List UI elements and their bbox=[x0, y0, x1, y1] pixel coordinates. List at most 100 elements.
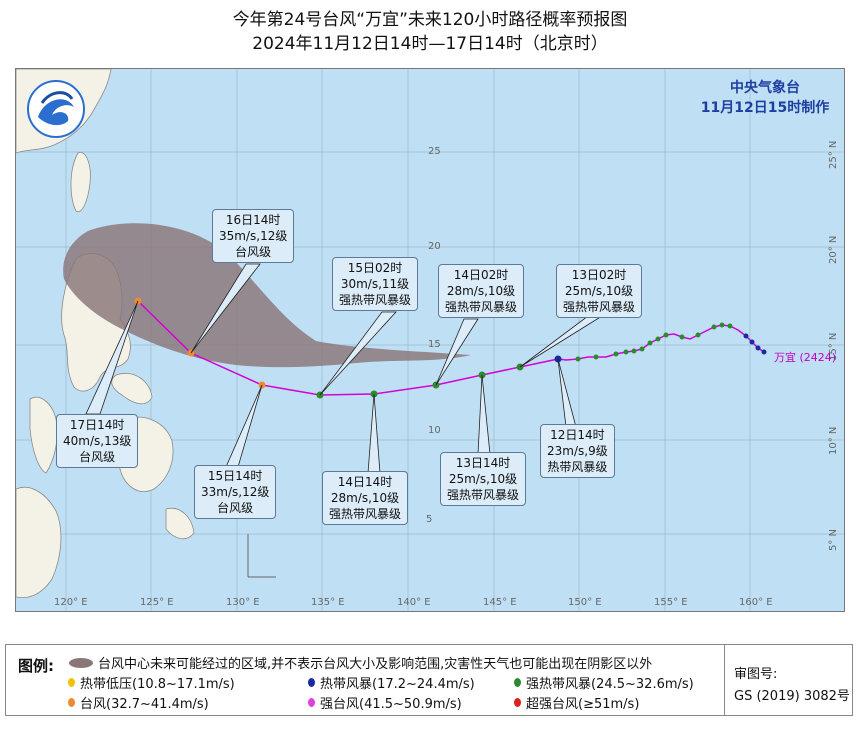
past-track-points bbox=[575, 322, 767, 362]
callout-time: 15日02时 bbox=[347, 261, 403, 275]
callout-17d14h: 17日14时 40m/s,13级 台风级 bbox=[56, 414, 139, 468]
past-point bbox=[749, 339, 755, 345]
legend-label: 强热带风暴(24.5~32.6m/s) bbox=[526, 677, 694, 692]
legend-label: 强台风(41.5~50.9m/s) bbox=[320, 697, 462, 712]
callout-time: 12日14时 bbox=[550, 428, 605, 442]
ty-dot-icon bbox=[68, 698, 75, 707]
legend-label: 热带低压(10.8~17.1m/s) bbox=[80, 677, 235, 692]
callout-12d14h: 12日14时 23m/s,9级 热带风暴级 bbox=[540, 424, 615, 478]
palawan bbox=[29, 396, 58, 474]
storm-name: 万宜 bbox=[774, 351, 796, 364]
past-point bbox=[631, 348, 637, 354]
title-line-2: 2024年11月12日14时—17日14时（北京时） bbox=[252, 34, 608, 54]
callout-wind: 28m/s,10级 bbox=[446, 284, 516, 298]
scale-mark bbox=[247, 534, 276, 578]
title-line-1: 今年第24号台风“万宜”未来120小时路径概率预报图 bbox=[232, 10, 628, 30]
lat-inner-10: 10 bbox=[428, 425, 441, 436]
visayas-island bbox=[111, 373, 153, 405]
callout-14d02h: 14日02时 28m/s,10级 强热带风暴级 bbox=[438, 264, 525, 318]
callout-leaders bbox=[85, 263, 604, 474]
agency-name: 中央气象台 bbox=[730, 80, 800, 96]
agency-stamp: 中央气象台 11月12日15时制作 bbox=[690, 78, 840, 118]
lon-label-140e: 140° E bbox=[397, 597, 431, 608]
legend-label: 超强台风(≥51m/s) bbox=[526, 697, 640, 712]
legend-sty: 强台风(41.5~50.9m/s) bbox=[308, 693, 462, 712]
leader-14d02h bbox=[435, 318, 479, 386]
lat-label-10n: 10° N bbox=[828, 426, 839, 455]
past-point bbox=[655, 336, 661, 342]
callout-time: 13日02时 bbox=[571, 268, 627, 282]
leader-16d14h bbox=[190, 263, 261, 354]
past-point bbox=[663, 332, 669, 338]
lat-label-20n: 20° N bbox=[828, 235, 839, 264]
lon-label-125e: 125° E bbox=[140, 597, 174, 608]
map-title: 今年第24号台风“万宜”未来120小时路径概率预报图 2024年11月12日14… bbox=[0, 8, 860, 56]
callout-time: 17日14时 bbox=[69, 418, 125, 432]
callout-wind: 30m/s,11级 bbox=[340, 277, 410, 291]
past-point bbox=[727, 323, 733, 329]
lon-label-160e: 160° E bbox=[739, 597, 773, 608]
lat-inner-5: 5 bbox=[426, 514, 433, 525]
callout-level: 台风级 bbox=[79, 450, 116, 464]
callout-level: 强热带风暴级 bbox=[329, 507, 402, 521]
leader-15d02h bbox=[319, 311, 397, 396]
callout-wind: 23m/s,9级 bbox=[547, 444, 608, 458]
callout-wind: 25m/s,10级 bbox=[564, 284, 634, 298]
legend-divider bbox=[724, 645, 725, 715]
callout-13d02h: 13日02时 25m/s,10级 强热带风暴级 bbox=[556, 264, 643, 318]
map-canvas bbox=[16, 69, 844, 611]
past-point bbox=[679, 334, 685, 340]
callout-level: 强热带风暴级 bbox=[339, 293, 412, 307]
past-point bbox=[647, 340, 653, 346]
cma-logo-icon bbox=[27, 80, 85, 138]
borneo bbox=[16, 486, 62, 598]
sty-dot-icon bbox=[308, 698, 315, 707]
legend-sts: 强热带风暴(24.5~32.6m/s) bbox=[514, 673, 694, 692]
callout-wind: 40m/s,13级 bbox=[63, 434, 132, 448]
lon-label-135e: 135° E bbox=[311, 597, 345, 608]
callout-level: 强热带风暴级 bbox=[447, 488, 520, 502]
lon-label-145e: 145° E bbox=[483, 597, 517, 608]
forecast-map: 25 20 15 10 5 25° N 20° N 15° N 10° N 5°… bbox=[15, 68, 845, 612]
past-point bbox=[639, 346, 645, 352]
issued-time: 11月12日15时制作 bbox=[700, 100, 830, 116]
sts-dot-icon bbox=[514, 678, 521, 687]
lat-label-5n: 5° N bbox=[828, 528, 839, 551]
callout-time: 14日14时 bbox=[337, 475, 393, 489]
legend-superty: 超强台风(≥51m/s) bbox=[514, 693, 639, 712]
past-point bbox=[593, 354, 599, 360]
legend-label: 台风(32.7~41.4m/s) bbox=[80, 697, 209, 712]
lat-label-25n: 25° N bbox=[828, 140, 839, 169]
lon-label-120e: 120° E bbox=[54, 597, 88, 608]
probability-cone bbox=[63, 223, 471, 368]
lat-inner-15: 15 bbox=[428, 339, 441, 350]
past-point bbox=[755, 345, 761, 351]
callout-level: 台风级 bbox=[217, 501, 254, 515]
storm-name-label: 万宜 (2424) bbox=[774, 349, 836, 365]
lon-label-130e: 130° E bbox=[226, 597, 260, 608]
callout-level: 强热带风暴级 bbox=[445, 300, 518, 314]
callout-15d02h: 15日02时 30m/s,11级 强热带风暴级 bbox=[332, 257, 419, 311]
callout-wind: 35m/s,12级 bbox=[219, 229, 288, 243]
callout-level: 强热带风暴级 bbox=[563, 300, 636, 314]
ts-dot-icon bbox=[308, 678, 315, 687]
callout-13d14h: 13日14时 25m/s,10级 强热带风暴级 bbox=[440, 452, 527, 506]
sulawesi bbox=[165, 507, 195, 540]
past-point bbox=[743, 333, 749, 339]
past-point bbox=[575, 356, 581, 362]
callout-time: 16日14时 bbox=[225, 213, 281, 227]
callout-15d14h: 15日14时 33m/s,12级 台风级 bbox=[194, 465, 277, 519]
legend-title: 图例: bbox=[18, 657, 54, 675]
legend-ty: 台风(32.7~41.4m/s) bbox=[68, 693, 209, 712]
past-point bbox=[719, 322, 725, 328]
taiwan bbox=[70, 152, 91, 213]
review-number: GS (2019) 3082号 bbox=[734, 689, 850, 704]
lat-inner-25: 25 bbox=[428, 146, 441, 157]
lon-label-150e: 150° E bbox=[568, 597, 602, 608]
review-label: 审图号: bbox=[734, 667, 778, 682]
superty-dot-icon bbox=[514, 698, 521, 707]
legend-cone: 台风中心未来可能经过的区域,并不表示台风大小及影响范围,灾害性天气也可能出现在阴… bbox=[68, 653, 652, 672]
legend: 图例: 台风中心未来可能经过的区域,并不表示台风大小及影响范围,灾害性天气也可能… bbox=[5, 644, 853, 716]
callout-level: 热带风暴级 bbox=[547, 460, 608, 474]
legend-cone-text: 台风中心未来可能经过的区域,并不表示台风大小及影响范围,灾害性天气也可能出现在阴… bbox=[98, 657, 653, 672]
